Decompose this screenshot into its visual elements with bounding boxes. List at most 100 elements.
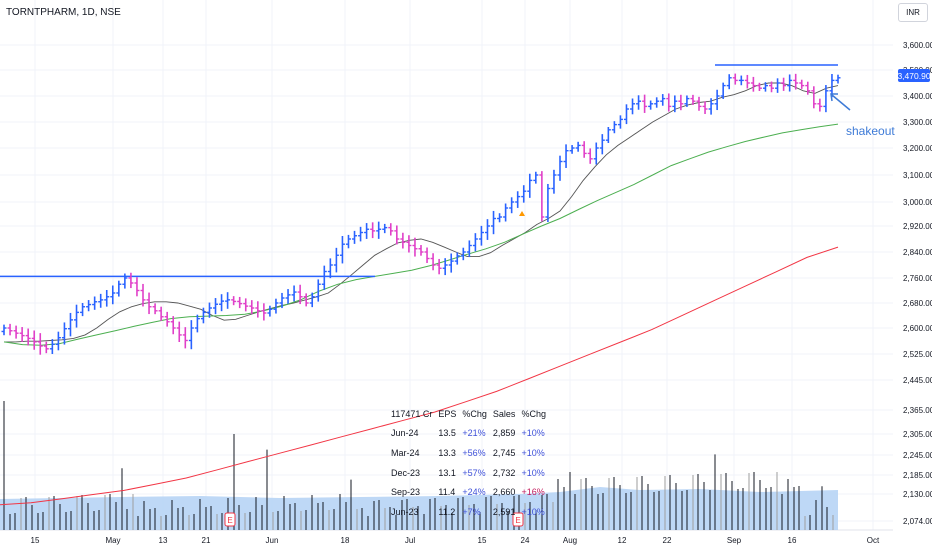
price-bar [158,306,164,321]
price-bar [666,93,672,112]
price-bar [575,141,581,152]
triangle-marker [519,211,525,216]
price-bar [213,298,219,315]
price-bar [805,81,811,95]
price-axis-label: 2,305.00 [903,430,932,439]
price-bar [418,245,424,256]
price-bar [545,183,551,223]
price-axis-label: 3,000.00 [903,198,932,207]
last-price-tag: 3,470.90 [897,69,931,82]
price-bar [738,75,744,86]
price-bar [231,296,237,306]
price-bar [19,327,25,342]
time-axis[interactable]: 15 May 13 21 Jun 18 Jul 15 24 Aug 12 22 Sep 16 Oct [31,536,880,545]
price-axis-label: 2,130.00 [903,490,932,499]
price-axis-label: 2,074.00 [903,517,932,526]
price-bar [817,98,823,112]
price-bar [460,247,466,261]
table-row: Sep-23 11.4 +24% 2,660 +16% [388,482,549,502]
sales-change-cell: +10% [521,447,545,458]
price-axis[interactable]: 3,600.003,500.003,400.003,300.003,200.00… [903,41,932,526]
price-bar [642,94,648,113]
annotation-arrow [831,94,851,111]
price-bar [708,98,714,115]
price-bar [454,252,460,265]
price-axis-label: 2,185.00 [903,471,932,480]
price-bar [358,226,364,242]
price-bar [581,141,587,158]
price-bar [352,230,358,244]
price-axis-label: 2,840.00 [903,248,932,257]
price-axis-label: 2,445.00 [903,376,932,385]
eps-header: EPS [438,408,457,419]
price-bar [74,304,80,328]
price-bar [321,265,327,290]
price-bar [696,96,702,111]
price-axis-label: 2,365.00 [903,406,932,415]
time-axis-label: Jul [405,536,415,545]
time-axis-label: 15 [31,536,40,545]
price-bar [303,293,309,307]
price-bar [648,100,654,110]
resistance-lines [0,64,838,278]
earnings-marker-box [512,512,524,527]
earnings-table-header: 117471 Cr EPS %Chg Sales %Chg [388,404,549,424]
table-row: Dec-23 13.1 +57% 2,732 +10% [388,463,549,483]
price-bar [400,232,406,249]
price-bar [128,272,134,289]
eps-change-cell: +21% [462,428,486,439]
price-bar [521,185,527,203]
price-bar [182,327,188,349]
quarter-cell: Mar-24 [391,447,420,458]
price-axis-label: 3,200.00 [903,144,932,153]
price-bar [412,237,418,257]
price-bars [1,73,841,355]
earnings-marker: E [512,512,524,527]
volume-average-area [0,487,838,530]
time-axis-label: 21 [202,536,211,545]
currency-button[interactable]: INR [898,3,928,22]
annotation-arrow-head [830,93,838,102]
price-bar [491,210,497,235]
sales-cell: 2,732 [492,467,516,478]
price-axis-label: 2,600.00 [903,324,932,333]
market-cap-cell: 117471 Cr [391,408,433,419]
price-bar [472,233,478,252]
price-bar [551,169,557,194]
price-bar [273,298,279,314]
price-axis-label: 2,525.00 [903,350,932,359]
earnings-marker: E [224,512,236,527]
sales-change-cell: +10% [521,506,545,517]
price-axis-label: 3,600.00 [903,41,932,50]
price-bar [756,82,762,92]
sales-cell: 2,660 [492,487,516,498]
price-bar [297,284,303,305]
price-bar [533,171,539,184]
price-bar [732,73,738,85]
price-bar [291,285,297,302]
symbol-label[interactable]: TORNTPHARM, 1D, NSE [6,7,121,18]
price-bar [188,320,194,350]
price-bar [466,240,472,258]
price-bar [140,283,146,307]
price-bar [164,311,170,327]
price-bar [484,219,490,240]
price-bar [80,303,86,317]
sales-cell: 2,591 [492,506,516,517]
price-bar [660,94,666,106]
price-bar [376,221,382,239]
table-row: Jun-23 11.2 +7% 2,591 +10% [388,502,549,522]
price-bar [92,296,98,310]
price-bar [146,292,152,315]
price-bar [25,328,31,346]
table-row: Mar-24 13.3 +56% 2,745 +10% [388,443,549,463]
price-bar [587,148,593,164]
time-axis-label: Jun [266,536,279,545]
price-bar [793,73,799,90]
price-bar [243,298,249,312]
price-bar [630,98,636,115]
annotation-label: shakeout [846,124,895,138]
price-axis-label: 2,245.00 [903,451,932,460]
